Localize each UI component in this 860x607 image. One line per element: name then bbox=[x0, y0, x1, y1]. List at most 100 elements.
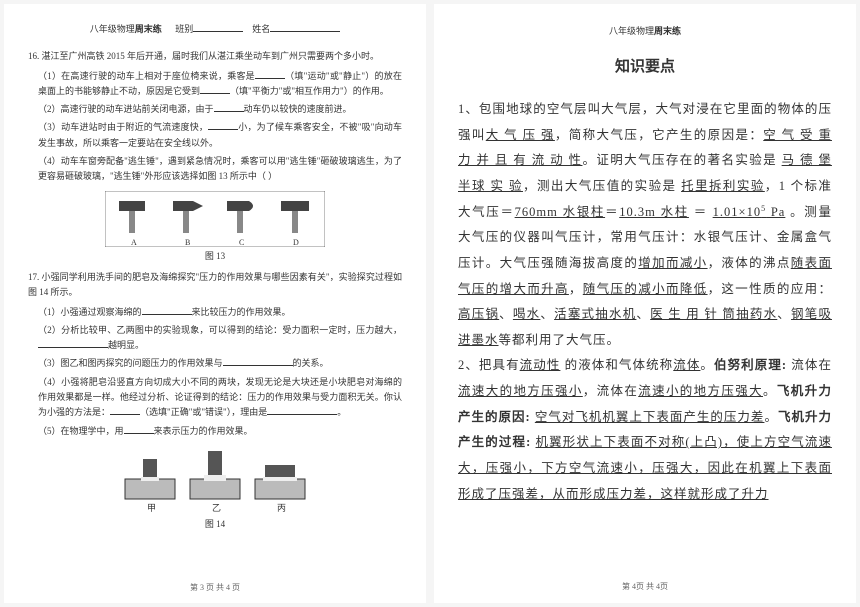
svg-text:D: D bbox=[293, 238, 299, 247]
q17-3b: 的关系。 bbox=[293, 358, 329, 368]
u-huosai: 活塞式抽水机 bbox=[554, 307, 636, 321]
knowledge-title: 知识要点 bbox=[458, 52, 832, 83]
blank-16-1b bbox=[200, 84, 230, 94]
q17-4b: （选填"正确"或"错误"），理由是 bbox=[140, 407, 267, 417]
q17-3: （3）图乙和图丙探究的问题压力的作用效果与 的关系。 bbox=[28, 356, 402, 371]
blank-17-2 bbox=[38, 338, 108, 348]
q17-2b: 越明显。 bbox=[108, 340, 144, 350]
figure-14: 甲 乙 丙 图 14 bbox=[28, 445, 402, 532]
left-header: 八年级物理周末练 班别 姓名 bbox=[28, 22, 402, 37]
q17-5b: 来表示压力的作用效果。 bbox=[154, 426, 253, 436]
u-heshui: 喝水 bbox=[513, 307, 540, 321]
p1-b: ，简称大气压，它产生的原因是： bbox=[555, 128, 763, 142]
u-suiqi: 随气压的减小而降低 bbox=[583, 282, 708, 296]
p2-c: 。 bbox=[700, 358, 714, 372]
p2-b: 的液体和气体统称 bbox=[560, 358, 673, 372]
blank-17-5 bbox=[124, 424, 154, 434]
p1-l: 、 bbox=[499, 307, 513, 321]
q16-4: （4）动车车窗旁配备"逃生锤"，遇到紧急情况时，乘客可以用"逃生锤"砸破玻璃逃生… bbox=[28, 154, 402, 185]
u-tuoli: 托里拆利实验 bbox=[681, 179, 765, 193]
q17-4c: 。 bbox=[337, 407, 346, 417]
figure-13: A B C D 图 13 bbox=[28, 191, 402, 264]
p2-e: ，流体在 bbox=[583, 384, 638, 398]
u-daqiyaqiang: 大 气 压 强 bbox=[486, 128, 555, 142]
svg-text:乙: 乙 bbox=[212, 503, 221, 513]
svg-text:A: A bbox=[131, 238, 137, 247]
p2-d: 流体在 bbox=[787, 358, 832, 372]
u-liusuxiao: 流速小的地方压强大 bbox=[638, 384, 763, 398]
q16-2a: （2）高速行驶的动车进站前关闭电源，由于 bbox=[38, 104, 214, 114]
u-103: 10.3m 水柱 bbox=[619, 205, 689, 219]
p1-g: ＝ bbox=[689, 205, 713, 219]
class-label: 班别 bbox=[175, 24, 193, 34]
p1-i: ，液体的沸点 bbox=[708, 256, 791, 270]
u-yisheng: 医 生 用 针 筒抽药水 bbox=[650, 307, 777, 321]
name-label: 姓名 bbox=[252, 24, 270, 34]
left-footer: 第 3 页 共 4 页 bbox=[4, 581, 426, 595]
page-left: 八年级物理周末练 班别 姓名 16. 湛江至广州高铁 2015 年后开通，届时我… bbox=[4, 4, 426, 603]
u-liudong: 流动性 bbox=[520, 358, 561, 372]
u-101-base: 1.01×10 bbox=[713, 205, 761, 219]
q17-intro: 17. 小强同学利用洗手间的肥皂及海绵探究"压力的作用效果与哪些因素有关"，实验… bbox=[28, 270, 402, 301]
q17-3a: （3）图乙和图丙探究的问题压力的作用效果与 bbox=[38, 358, 223, 368]
blank-16-3 bbox=[208, 120, 238, 130]
p2-h: 。 bbox=[764, 410, 778, 424]
p1-d: ，测出大气压值的实验是 bbox=[523, 179, 681, 193]
q17-2a: （2）分析比较甲、乙两图中的实验现象，可以得到的结论：受力面积一定时，压力越大， bbox=[38, 325, 402, 335]
svg-text:B: B bbox=[185, 238, 190, 247]
header-bold: 周末练 bbox=[135, 24, 162, 34]
q16-1a: （1）在高速行驶的动车上相对于座位椅来说，乘客是 bbox=[38, 71, 255, 81]
q17-5a: （5）在物理学中，用 bbox=[38, 426, 124, 436]
blank-17-3 bbox=[223, 356, 293, 366]
fig13-label: 图 13 bbox=[28, 249, 402, 264]
blank-17-1 bbox=[142, 305, 192, 315]
p1-j: ， bbox=[569, 282, 583, 296]
q16-intro: 16. 湛江至广州高铁 2015 年后开通，届时我们从湛江乘坐动车到广州只需要两… bbox=[28, 49, 402, 64]
q17-1: （1）小强通过观察海绵的来比较压力的作用效果。 bbox=[28, 305, 402, 320]
q17-5: （5）在物理学中，用 来表示压力的作用效果。 bbox=[28, 424, 402, 439]
name-blank bbox=[270, 22, 340, 32]
class-blank bbox=[193, 22, 243, 32]
fig14-label: 图 14 bbox=[28, 517, 402, 532]
header-prefix: 八年级物理 bbox=[90, 24, 135, 34]
u-kongqi: 空气对飞机机翼上下表面产生的压力差 bbox=[535, 410, 765, 424]
u-liusuda: 流速大的地方压强小 bbox=[458, 384, 583, 398]
p1-c: 。证明大气压存在的著名实验是 bbox=[582, 153, 781, 167]
fig13-svg: A B C D bbox=[105, 191, 325, 247]
blank-17-4a bbox=[110, 405, 140, 415]
fig14-svg: 甲 乙 丙 bbox=[115, 445, 315, 515]
p1-p: 等都利用了大气压。 bbox=[499, 333, 621, 347]
q17-4: （4）小强将肥皂沿竖直方向切成大小不同的两块，发现无论是大块还是小块肥皂对海绵的… bbox=[28, 375, 402, 421]
q16-2: （2）高速行驶的动车进站前关闭电源，由于 动车仍以较快的速度前进。 bbox=[28, 102, 402, 117]
q17-1b: 来比较压力的作用效果。 bbox=[192, 307, 291, 317]
blank-17-4b bbox=[267, 405, 337, 415]
q16-3a: （3）动车进站时由于附近的气流速度快， bbox=[38, 122, 208, 132]
q17-2: （2）分析比较甲、乙两图中的实验现象，可以得到的结论：受力面积一定时，压力越大，… bbox=[28, 323, 402, 354]
u-101-pa: Pa bbox=[766, 205, 785, 219]
right-header: 八年级物理周末练 bbox=[458, 22, 832, 40]
p2-a: 2、把具有 bbox=[458, 358, 520, 372]
u-zengjia: 增加而减小 bbox=[638, 256, 707, 270]
u-liuti: 流体 bbox=[673, 358, 700, 372]
p1-f: ＝ bbox=[605, 205, 619, 219]
svg-text:甲: 甲 bbox=[147, 503, 156, 513]
q16-2b: 动车仍以较快的速度前进。 bbox=[244, 104, 352, 114]
header-bold-r: 周末练 bbox=[654, 26, 681, 36]
svg-text:丙: 丙 bbox=[277, 503, 286, 513]
page-right: 八年级物理周末练 知识要点 1、包围地球的空气层叫大气层，大气对浸在它里面的物体… bbox=[434, 4, 856, 603]
blank-16-2 bbox=[214, 102, 244, 112]
q16-1: （1）在高速行驶的动车上相对于座位椅来说，乘客是（填"运动"或"静止"）的放在桌… bbox=[28, 69, 402, 100]
blank-16-1a bbox=[255, 69, 285, 79]
right-footer: 第 4页 共 4页 bbox=[434, 579, 856, 595]
knowledge-content: 1、包围地球的空气层叫大气层，大气对浸在它里面的物体的压强叫大 气 压 强，简称… bbox=[458, 97, 832, 507]
p1-n: 、 bbox=[636, 307, 650, 321]
header-prefix-r: 八年级物理 bbox=[609, 26, 654, 36]
b-bonuli: 伯努利原理: bbox=[714, 358, 787, 372]
u-gaoyaguo: 高压锅 bbox=[458, 307, 499, 321]
u-101: 1.01×105 Pa bbox=[713, 205, 786, 219]
p2-f: 。 bbox=[763, 384, 777, 398]
svg-text:C: C bbox=[239, 238, 244, 247]
q16-3: （3）动车进站时由于附近的气流速度快，小，为了候车乘客安全，不被"吸"向动车发生… bbox=[28, 120, 402, 151]
q16-1c: （填"平衡力"或"相互作用力"）的作用。 bbox=[230, 86, 389, 96]
p1-m: 、 bbox=[540, 307, 554, 321]
